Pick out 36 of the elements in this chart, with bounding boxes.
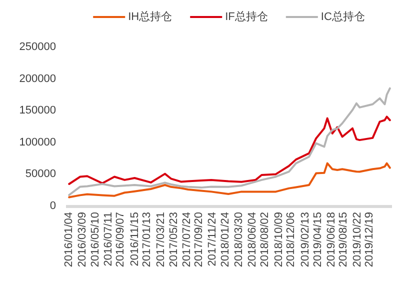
x-tick-label: 2019/10/22 (351, 212, 364, 268)
x-tick-label: 2016/03/09 (76, 212, 89, 268)
y-tick-label: 100000 (19, 136, 56, 148)
y-tick-label: 250000 (19, 41, 56, 53)
x-tick-label: 2017/11/24 (206, 212, 219, 266)
x-tick-label: 2017/05/23 (168, 212, 180, 268)
x-tick-label: 2016/07/11 (102, 212, 114, 266)
x-tick-label: 2016/11/15 (128, 212, 141, 266)
line-series (68, 116, 391, 185)
line-series (68, 87, 391, 196)
x-tick-label: 2018/12/06 (284, 212, 297, 268)
x-tick-label: 2018/03/30 (232, 212, 245, 268)
x-tick-label: 2019/06/18 (325, 212, 338, 268)
x-tick-label: 2017/09/20 (193, 212, 206, 268)
x-tick-label: 2016/01/04 (63, 212, 76, 268)
legend-label: IF总持仓 (225, 10, 268, 23)
x-tick-label: 2016/05/10 (90, 212, 102, 268)
x-tick-label: 2016/09/07 (114, 212, 126, 268)
x-tick-label: 2017/01/13 (141, 212, 154, 268)
x-tick-label: 2019/04/15 (312, 212, 324, 268)
x-tick-label: 2017/03/21 (155, 212, 168, 268)
x-tick-label: 2017/07/24 (181, 212, 194, 268)
x-tick-label: 2019/12/19 (364, 212, 376, 268)
legend-label: IC总持仓 (320, 10, 365, 23)
line-series (68, 162, 391, 198)
legend-label: IH总持仓 (128, 10, 172, 23)
y-tick-label: 200000 (19, 72, 56, 85)
x-tick-label: 2018/10/09 (272, 212, 285, 268)
y-tick-label: 150000 (19, 104, 56, 117)
y-tick-label: 50000 (25, 168, 56, 180)
y-tick-label: 0 (50, 200, 56, 212)
x-tick-label: 2018/01/24 (219, 212, 232, 268)
x-tick-label: 2019/02/13 (299, 212, 312, 268)
x-tick-label: 2018/08/02 (258, 212, 271, 268)
x-tick-label: 2018/06/04 (246, 212, 258, 268)
x-tick-label: 2019/08/15 (337, 212, 350, 268)
